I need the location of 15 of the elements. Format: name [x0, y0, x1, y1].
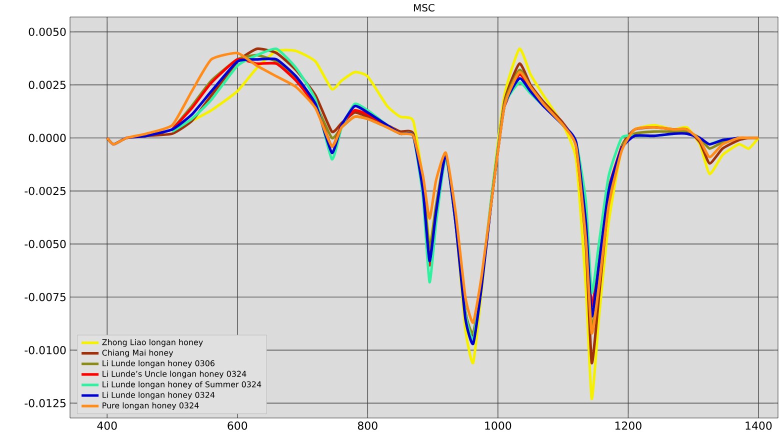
chart-title: MSC [414, 4, 434, 12]
y-tick-label: -0.0025 [24, 186, 66, 196]
x-tick-label: 400 [97, 422, 117, 430]
y-tick-label: -0.0050 [24, 240, 66, 248]
x-tick-label: 600 [228, 422, 248, 430]
y-tick-label: -0.0125 [24, 399, 66, 408]
y-tick-label: -0.0100 [24, 346, 66, 354]
y-tick-label: -0.0075 [24, 292, 66, 302]
x-tick-label: 1000 [485, 422, 512, 430]
x-tick-label: 800 [358, 422, 378, 430]
y-tick-label: 0.0050 [28, 28, 66, 36]
y-tick-label: 0.0000 [28, 134, 66, 142]
y-tick-label: 0.0025 [28, 80, 66, 90]
x-tick-label: 1200 [615, 422, 642, 430]
x-tick-label: 1400 [746, 422, 772, 430]
